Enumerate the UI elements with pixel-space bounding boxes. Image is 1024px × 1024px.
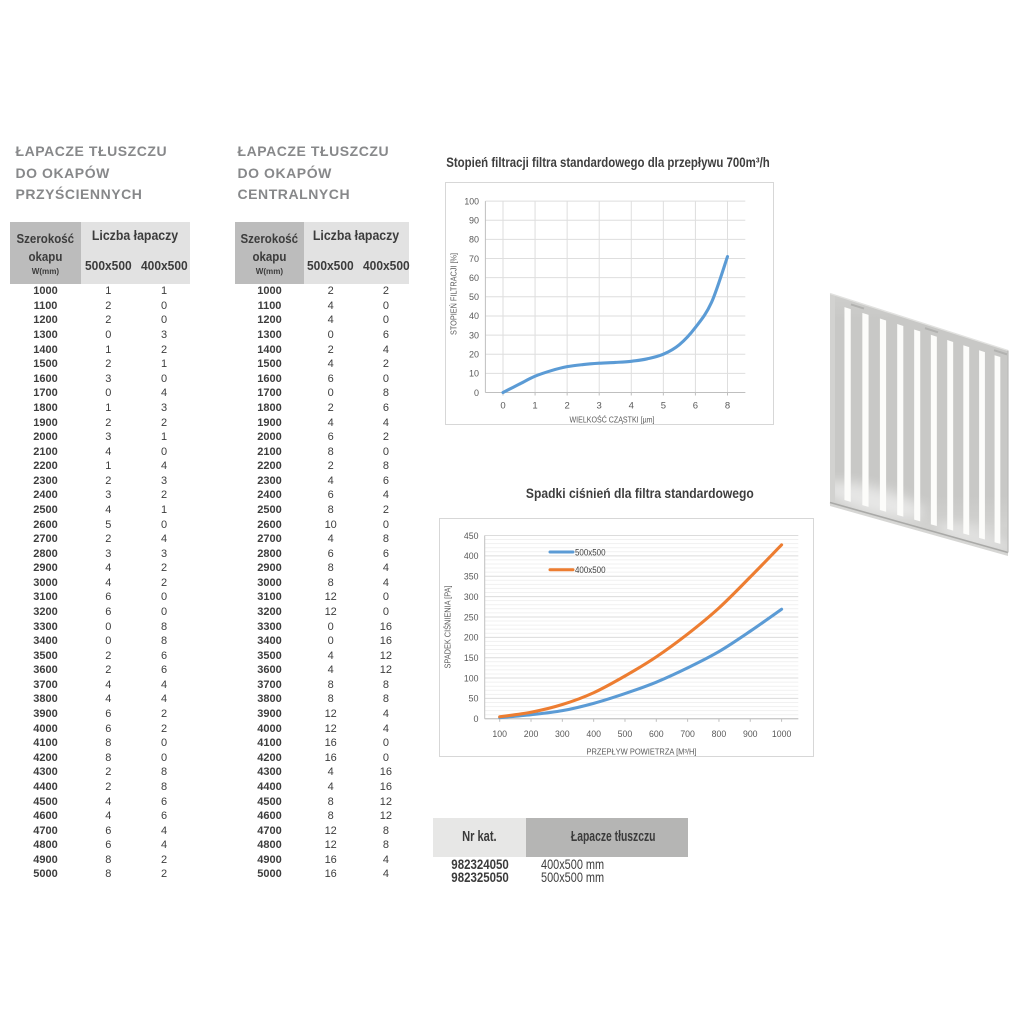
svg-text:450: 450 (464, 531, 479, 542)
svg-text:PRZEPŁYW POWIETRZA [M³/H]: PRZEPŁYW POWIETRZA [M³/H] (587, 748, 697, 757)
svg-text:2: 2 (564, 401, 569, 412)
svg-text:100: 100 (464, 673, 479, 684)
svg-text:8: 8 (725, 401, 730, 412)
svg-text:70: 70 (469, 254, 479, 265)
svg-text:90: 90 (469, 216, 479, 227)
svg-text:80: 80 (469, 235, 479, 246)
svg-text:200: 200 (524, 729, 539, 740)
svg-text:STOPIEŃ FILTRACJI [%]: STOPIEŃ FILTRACJI [%] (449, 253, 459, 335)
svg-text:600: 600 (649, 729, 664, 740)
svg-text:0: 0 (474, 714, 479, 725)
svg-text:500: 500 (618, 729, 633, 740)
svg-text:50: 50 (469, 292, 479, 303)
svg-text:20: 20 (469, 350, 479, 361)
svg-text:30: 30 (469, 330, 479, 341)
svg-text:400x500: 400x500 (575, 565, 606, 575)
svg-text:300: 300 (555, 729, 570, 740)
svg-text:350: 350 (464, 572, 479, 583)
svg-text:300: 300 (464, 592, 479, 603)
svg-text:800: 800 (712, 729, 727, 740)
svg-text:250: 250 (464, 612, 479, 623)
svg-text:6: 6 (693, 401, 698, 412)
svg-text:900: 900 (743, 729, 758, 740)
svg-text:SPADEK CIŚNIENIA [PA]: SPADEK CIŚNIENIA [PA] (442, 586, 453, 669)
svg-text:400: 400 (586, 729, 601, 740)
svg-text:40: 40 (469, 311, 479, 322)
svg-text:10: 10 (469, 369, 479, 380)
svg-text:0: 0 (500, 401, 505, 412)
svg-text:200: 200 (464, 633, 479, 644)
svg-text:150: 150 (464, 653, 479, 664)
svg-text:60: 60 (469, 273, 479, 284)
svg-text:4: 4 (629, 401, 634, 412)
svg-text:1: 1 (532, 401, 537, 412)
svg-text:500x500: 500x500 (575, 547, 606, 557)
svg-text:5: 5 (661, 401, 666, 412)
svg-text:50: 50 (469, 694, 479, 705)
svg-text:700: 700 (680, 729, 695, 740)
svg-text:1000: 1000 (772, 729, 792, 740)
svg-text:100: 100 (492, 729, 507, 740)
svg-text:WIELKOŚĆ CZĄSTKI [µm]: WIELKOŚĆ CZĄSTKI [µm] (570, 414, 655, 425)
svg-text:0: 0 (474, 388, 479, 399)
svg-text:400: 400 (464, 551, 479, 562)
svg-text:100: 100 (464, 196, 479, 207)
svg-text:3: 3 (597, 401, 602, 412)
